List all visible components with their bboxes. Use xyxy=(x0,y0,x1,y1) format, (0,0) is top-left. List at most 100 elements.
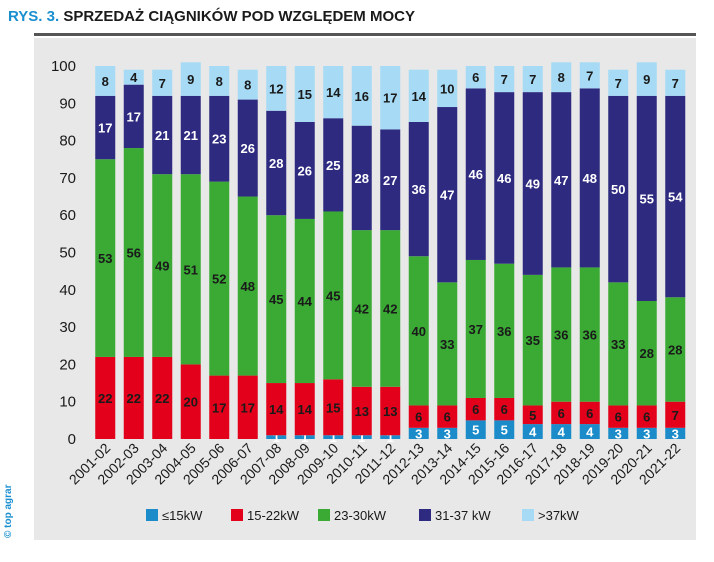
bar-segment-15-22 xyxy=(209,375,230,439)
bar-segment-15-22 xyxy=(123,356,144,439)
data-label: 14 xyxy=(269,402,284,417)
data-label: 8 xyxy=(244,78,251,93)
bar-segment-31-37 xyxy=(636,95,657,301)
data-label: 6 xyxy=(444,410,451,425)
bar-segment-15-22 xyxy=(522,405,543,425)
bar-segment-le15 xyxy=(323,435,344,439)
bar-segment-23-30 xyxy=(380,230,401,387)
bar-segment-15-22 xyxy=(608,405,629,428)
data-label: 14 xyxy=(326,85,341,100)
data-label: 8 xyxy=(216,74,223,89)
bar-segment-31-37 xyxy=(551,92,572,268)
data-label: 15 xyxy=(326,400,340,415)
bar-segment-le15 xyxy=(522,424,543,439)
bar-segment-gt37 xyxy=(437,69,458,108)
data-label: 52 xyxy=(212,272,226,287)
bar-segment-15-22 xyxy=(351,386,372,436)
data-label: 37 xyxy=(469,322,483,337)
bar-segment-le15 xyxy=(551,424,572,439)
bar-segment-gt37 xyxy=(522,66,543,93)
bar-segment-gt37 xyxy=(579,62,600,89)
bar-segment-gt37 xyxy=(323,66,344,119)
stacked-bar-chart: 010203040506070809010022531782001-022256… xyxy=(51,58,686,523)
bar-segment-23-30 xyxy=(665,297,686,402)
data-label: 7 xyxy=(159,76,166,91)
y-tick-label: 70 xyxy=(59,170,76,187)
data-label: 45 xyxy=(269,292,283,307)
y-tick-label: 50 xyxy=(59,245,76,262)
bar-segment-31-37 xyxy=(665,95,686,298)
data-label: 5 xyxy=(501,423,508,438)
bar-segment-gt37 xyxy=(351,66,372,126)
chart-title: RYS. 3. SPRZEDAŻ CIĄGNIKÓW POD WZGLĘDEM … xyxy=(8,8,415,25)
bar-segment-le15 xyxy=(437,427,458,439)
data-label: 36 xyxy=(554,328,568,343)
legend-swatch xyxy=(231,509,243,521)
bar-segment-le15 xyxy=(579,424,600,439)
data-label: 22 xyxy=(98,391,112,406)
data-label: 26 xyxy=(241,141,255,156)
data-label: 4 xyxy=(586,425,594,440)
bar-segment-le15 xyxy=(266,435,287,439)
y-tick-label: 90 xyxy=(59,95,76,112)
bar-segment-15-22 xyxy=(636,405,657,428)
bar-segment-gt37 xyxy=(95,66,116,96)
bar-segment-23-30 xyxy=(209,181,230,376)
data-label: 40 xyxy=(412,324,426,339)
data-label: 6 xyxy=(472,70,479,85)
figure-title: SPRZEDAŻ CIĄGNIKÓW POD WZGLĘDEM MOCY xyxy=(63,8,415,25)
data-label: 17 xyxy=(241,400,255,415)
bar-segment-31-37 xyxy=(579,88,600,268)
bar-segment-23-30 xyxy=(551,267,572,402)
bar-segment-31-37 xyxy=(408,121,429,257)
data-label: 3 xyxy=(672,426,679,441)
data-label: 9 xyxy=(187,72,194,87)
data-label: 36 xyxy=(497,324,511,339)
data-label: 28 xyxy=(668,342,682,357)
data-label: 25 xyxy=(326,158,340,173)
y-tick-label: 60 xyxy=(59,207,76,224)
data-label: 53 xyxy=(98,251,112,266)
data-label: 6 xyxy=(501,402,508,417)
data-label: 14 xyxy=(298,402,313,417)
bar-segment-23-30 xyxy=(323,211,344,380)
bar-segment-15-22 xyxy=(95,356,116,439)
data-label: 3 xyxy=(444,426,451,441)
title-rule xyxy=(34,33,696,36)
data-label: 17 xyxy=(98,121,112,136)
data-label: 7 xyxy=(672,408,679,423)
bar-segment-31-37 xyxy=(351,125,372,231)
data-label: 7 xyxy=(672,76,679,91)
bar-segment-gt37 xyxy=(665,69,686,96)
data-label: 1 xyxy=(330,430,337,445)
data-label: 17 xyxy=(127,109,141,124)
bar-segment-15-22 xyxy=(380,386,401,436)
data-label: 44 xyxy=(298,294,313,309)
data-label: 54 xyxy=(668,190,683,205)
bar-segment-15-22 xyxy=(294,383,315,436)
bar-segment-gt37 xyxy=(608,69,629,96)
data-label: 22 xyxy=(127,391,141,406)
legend-swatch xyxy=(522,509,534,521)
data-label: 15 xyxy=(298,87,312,102)
data-label: 49 xyxy=(155,259,169,274)
bar-segment-gt37 xyxy=(123,69,144,85)
data-label: 42 xyxy=(355,301,369,316)
bar-segment-31-37 xyxy=(294,121,315,219)
bar-segment-gt37 xyxy=(408,69,429,122)
data-label: 10 xyxy=(440,81,454,96)
data-label: 6 xyxy=(586,406,593,421)
data-label: 13 xyxy=(355,404,369,419)
data-label: 12 xyxy=(269,81,283,96)
data-label: 3 xyxy=(415,426,422,441)
bar-segment-23-30 xyxy=(351,230,372,387)
bar-segment-31-37 xyxy=(437,107,458,283)
data-label: 46 xyxy=(497,171,511,186)
data-label: 56 xyxy=(127,246,141,261)
data-label: 50 xyxy=(611,182,625,197)
data-label: 33 xyxy=(440,337,454,352)
data-label: 1 xyxy=(273,430,280,445)
bar-segment-15-22 xyxy=(323,379,344,436)
bar-segment-31-37 xyxy=(323,118,344,212)
data-label: 1 xyxy=(387,430,394,445)
